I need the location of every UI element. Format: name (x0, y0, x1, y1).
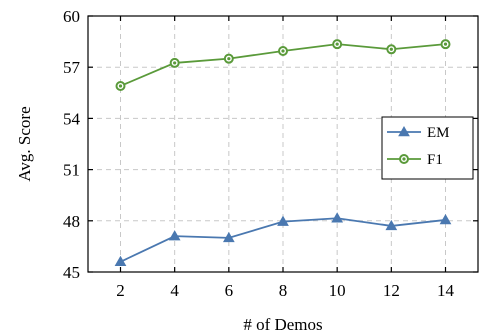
data-point-em (385, 219, 398, 231)
y-tick-label: 57 (63, 58, 81, 77)
data-point-f1-center (281, 49, 285, 53)
legend: EM F1 (381, 116, 474, 180)
data-point-em (331, 212, 344, 223)
x-tick-label: 2 (116, 281, 125, 300)
legend-entry-em: EM (387, 125, 450, 141)
y-tick-label: 54 (63, 109, 81, 128)
series-layer (114, 39, 452, 267)
y-tick-label: 48 (63, 212, 80, 231)
x-tick-label: 12 (383, 281, 400, 300)
legend-box (381, 116, 474, 180)
ticks: 2 4 6 8 10 12 14 45 48 51 54 57 60 (63, 7, 478, 300)
series-f1 (115, 39, 451, 91)
data-point-em (277, 215, 289, 226)
data-point-em (168, 230, 181, 241)
y-tick-label: 60 (63, 7, 80, 26)
data-point-f1-center (443, 42, 448, 46)
data-point-f1-center (227, 57, 231, 61)
x-tick-label: 6 (225, 281, 234, 300)
x-axis-label: # of Demos (243, 315, 322, 334)
data-point-f1-center (173, 61, 177, 65)
data-point-f1-center (118, 84, 123, 88)
series-em (114, 212, 452, 267)
y-axis-label: Avg. Score (15, 106, 34, 181)
legend-marker-f1-center (402, 157, 406, 161)
x-tick-label: 14 (437, 281, 455, 300)
data-point-f1-center (389, 47, 393, 51)
legend-label-em: EM (427, 125, 450, 141)
legend-marker-em (398, 125, 410, 137)
y-tick-label: 51 (63, 161, 80, 180)
x-tick-label: 8 (279, 281, 288, 300)
legend-label-f1: F1 (427, 152, 443, 168)
data-point-em (439, 213, 452, 225)
data-point-em (222, 231, 235, 243)
y-tick-label: 45 (63, 263, 80, 282)
data-point-f1-center (335, 42, 339, 46)
x-tick-label: 10 (329, 281, 346, 300)
data-point-em (114, 255, 127, 267)
legend-entry-f1: F1 (387, 152, 443, 168)
x-tick-label: 4 (170, 281, 179, 300)
